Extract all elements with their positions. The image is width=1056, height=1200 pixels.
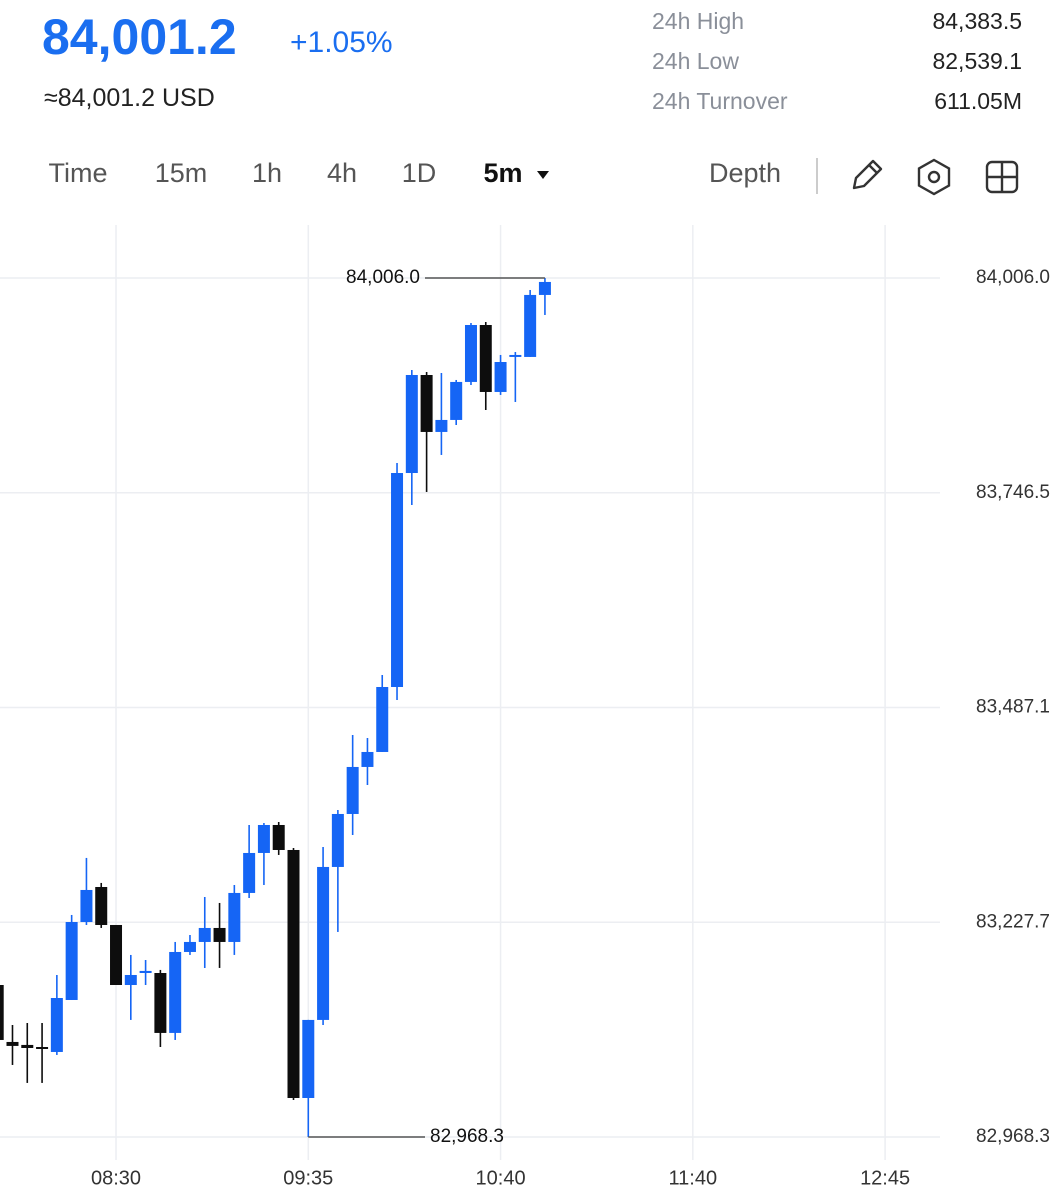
candle-body bbox=[331, 813, 344, 867]
candle-body bbox=[154, 973, 167, 1033]
candle-body bbox=[302, 1019, 315, 1098]
x-tick-label: 08:30 bbox=[91, 1167, 141, 1189]
x-tick-label: 10:40 bbox=[476, 1167, 526, 1189]
candle-body bbox=[317, 866, 330, 1020]
candle-body bbox=[36, 1047, 49, 1049]
depth-tab[interactable]: Depth bbox=[708, 158, 782, 188]
candle-body bbox=[257, 824, 270, 853]
candle-body bbox=[435, 419, 448, 432]
candle-body bbox=[50, 997, 63, 1052]
layout-icon[interactable] bbox=[985, 160, 1019, 194]
y-tick-label: 83,487.1 bbox=[976, 697, 1050, 718]
candle-body bbox=[80, 889, 93, 923]
candle-body bbox=[213, 927, 226, 942]
candle-body bbox=[169, 951, 182, 1033]
stat-label: 24h Turnover bbox=[652, 88, 788, 114]
candle-body bbox=[110, 924, 123, 986]
price-change: +1.05% bbox=[290, 26, 393, 59]
candle-body bbox=[361, 751, 374, 767]
y-tick-label: 83,746.5 bbox=[976, 482, 1050, 503]
candle-body bbox=[21, 1044, 34, 1048]
candle-body bbox=[524, 294, 537, 357]
stat-value: 611.05M bbox=[934, 88, 1022, 114]
candle-body bbox=[391, 473, 404, 687]
stat-label: 24h Low bbox=[652, 48, 739, 74]
pencil-icon[interactable] bbox=[852, 159, 883, 190]
tab-active[interactable]: 5m bbox=[483, 158, 523, 188]
y-tick-label: 84,006.0 bbox=[976, 267, 1050, 288]
stat-label: 24h High bbox=[652, 8, 745, 34]
candle-body bbox=[405, 374, 418, 474]
candle-body bbox=[420, 374, 433, 432]
candle-body bbox=[494, 362, 507, 392]
tab[interactable]: 15m bbox=[154, 158, 208, 188]
stat-value: 84,383.5 bbox=[932, 8, 1022, 34]
tab[interactable]: 1h bbox=[251, 158, 283, 188]
candle-body bbox=[0, 985, 4, 1040]
candle-body bbox=[376, 686, 389, 752]
min-marker-label: 82,968.3 bbox=[430, 1126, 504, 1147]
y-tick-label: 83,227.7 bbox=[976, 911, 1050, 932]
x-tick-label: 11:40 bbox=[669, 1167, 718, 1189]
candle-body bbox=[6, 1041, 19, 1046]
candle-body bbox=[464, 324, 477, 382]
candle-body bbox=[479, 324, 492, 392]
candle-body bbox=[124, 974, 137, 986]
candle-body bbox=[450, 381, 463, 420]
candle-body bbox=[65, 922, 78, 1000]
candle-body bbox=[243, 852, 256, 893]
candle-body bbox=[272, 824, 285, 850]
y-tick-label: 82,968.3 bbox=[976, 1126, 1050, 1147]
max-marker-label: 84,006.0 bbox=[346, 267, 420, 288]
toolbar-icons bbox=[537, 158, 1019, 196]
tab[interactable]: 4h bbox=[326, 158, 358, 188]
candle-body bbox=[346, 766, 359, 814]
tab[interactable]: 1D bbox=[401, 158, 437, 188]
price-usd: ≈84,001.2 USD bbox=[44, 84, 215, 112]
candle-body bbox=[538, 281, 551, 295]
candle-body bbox=[183, 941, 196, 952]
stat-value: 82,539.1 bbox=[932, 48, 1022, 74]
candle-body bbox=[509, 354, 522, 357]
candle-body bbox=[287, 849, 300, 1098]
x-tick-label: 12:45 bbox=[860, 1167, 910, 1189]
dropdown-arrow[interactable] bbox=[537, 171, 549, 179]
shape-icon[interactable] bbox=[917, 158, 951, 196]
candle-body bbox=[198, 927, 211, 942]
x-tick-label: 09:35 bbox=[283, 1167, 333, 1189]
tab[interactable]: Time bbox=[48, 158, 108, 188]
candle-body bbox=[139, 970, 152, 973]
candle-body bbox=[95, 886, 108, 925]
price: 84,001.2 bbox=[42, 9, 237, 65]
candle-body bbox=[228, 892, 241, 942]
